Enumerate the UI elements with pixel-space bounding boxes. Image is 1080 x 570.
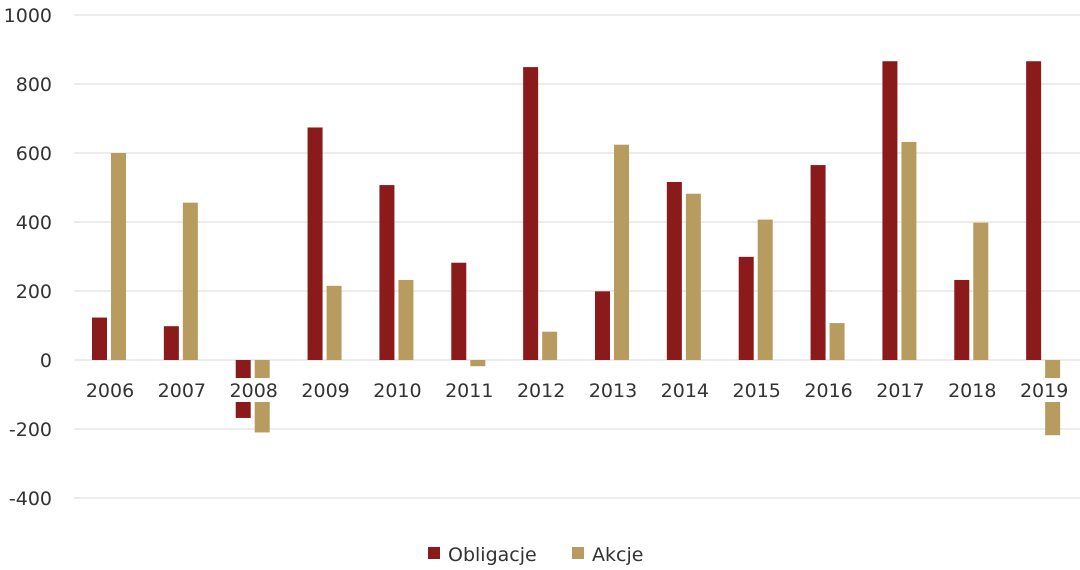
bar-obligacje-2006: [92, 317, 107, 360]
x-tick-label: 2007: [158, 380, 206, 402]
bar-akcje-2015: [757, 219, 773, 360]
y-tick-label: 1000: [4, 5, 52, 27]
y-tick-label: 0: [40, 350, 52, 372]
x-tick-label-background: [443, 378, 496, 402]
x-tick-label: 2018: [948, 380, 996, 402]
y-tick-label: 800: [16, 74, 52, 96]
bar-obligacje-2014: [666, 181, 682, 360]
x-tick-label-background: [299, 378, 352, 402]
bar-obligacje-2015: [738, 256, 754, 360]
y-tick-label: 600: [16, 143, 52, 165]
bar-akcje-2006: [111, 153, 126, 360]
y-tick-label: -400: [9, 488, 52, 510]
x-tick-label: 2013: [589, 380, 637, 402]
bar-obligacje-2017: [882, 61, 898, 360]
x-tick-label: 2006: [86, 380, 134, 402]
bar-akcje-2012: [542, 331, 558, 360]
bar-obligacje-2007: [163, 326, 179, 360]
x-tick-label: 2008: [230, 380, 278, 402]
x-tick-label-background: [515, 378, 568, 402]
x-tick-label-background: [802, 378, 855, 402]
x-tick-label: 2014: [661, 380, 709, 402]
y-tick-label: 200: [16, 281, 52, 303]
x-tick-label-background: [371, 378, 424, 402]
x-tick-label: 2012: [517, 380, 565, 402]
x-tick-label: 2019: [1020, 380, 1068, 402]
x-tick-label: 2015: [733, 380, 781, 402]
x-tick-label-background: [227, 378, 280, 402]
bars: [92, 61, 1061, 436]
x-tick-label-background: [946, 378, 999, 402]
bar-akcje-2011: [470, 360, 486, 367]
bar-akcje-2010: [398, 279, 414, 360]
bar-akcje-2009: [326, 285, 342, 360]
bar-obligacje-2009: [307, 127, 323, 360]
bar-obligacje-2010: [379, 185, 395, 360]
x-tick-label-background: [1018, 378, 1071, 402]
legend-label-obligacje: Obligacje: [448, 544, 537, 566]
legend-swatch-obligacje: [428, 547, 440, 559]
x-axis-ticks: 2006 2007 2008 2009 2010 2011 2012 2013 2014 2015…: [84, 378, 1071, 402]
x-tick-label-background: [874, 378, 927, 402]
bar-akcje-2017: [901, 141, 917, 360]
x-tick-label: 2016: [804, 380, 852, 402]
legend-swatch-akcje: [572, 547, 584, 559]
legend: Obligacje Akcje: [428, 544, 643, 566]
bar-akcje-2016: [829, 323, 845, 360]
y-tick-label: -200: [9, 419, 52, 441]
bar-akcje-2013: [614, 144, 629, 360]
x-tick-label-background: [730, 378, 783, 402]
x-tick-label-background: [658, 378, 711, 402]
y-axis-ticks: 1000 800 600 400 200 0 -200 -400: [4, 5, 52, 510]
y-tick-label: 400: [16, 212, 52, 234]
bar-obligacje-2016: [810, 165, 826, 360]
x-tick-label: 2011: [445, 380, 493, 402]
bar-akcje-2018: [973, 222, 989, 360]
gridlines: [74, 14, 1080, 499]
x-tick-label-background: [587, 378, 639, 402]
bar-obligacje-2019: [1026, 61, 1042, 360]
x-tick-label: 2010: [373, 380, 421, 402]
x-tick-label-background: [155, 378, 208, 402]
bar-akcje-2007: [182, 202, 198, 360]
x-tick-label: 2009: [301, 380, 349, 402]
bar-obligacje-2018: [954, 279, 970, 360]
bar-obligacje-2011: [451, 262, 467, 360]
x-tick-label: 2017: [876, 380, 924, 402]
bar-akcje-2014: [685, 193, 701, 360]
bar-obligacje-2013: [595, 291, 610, 360]
x-tick-label-background: [84, 378, 136, 402]
bar-obligacje-2012: [523, 67, 539, 360]
legend-label-akcje: Akcje: [592, 544, 643, 566]
